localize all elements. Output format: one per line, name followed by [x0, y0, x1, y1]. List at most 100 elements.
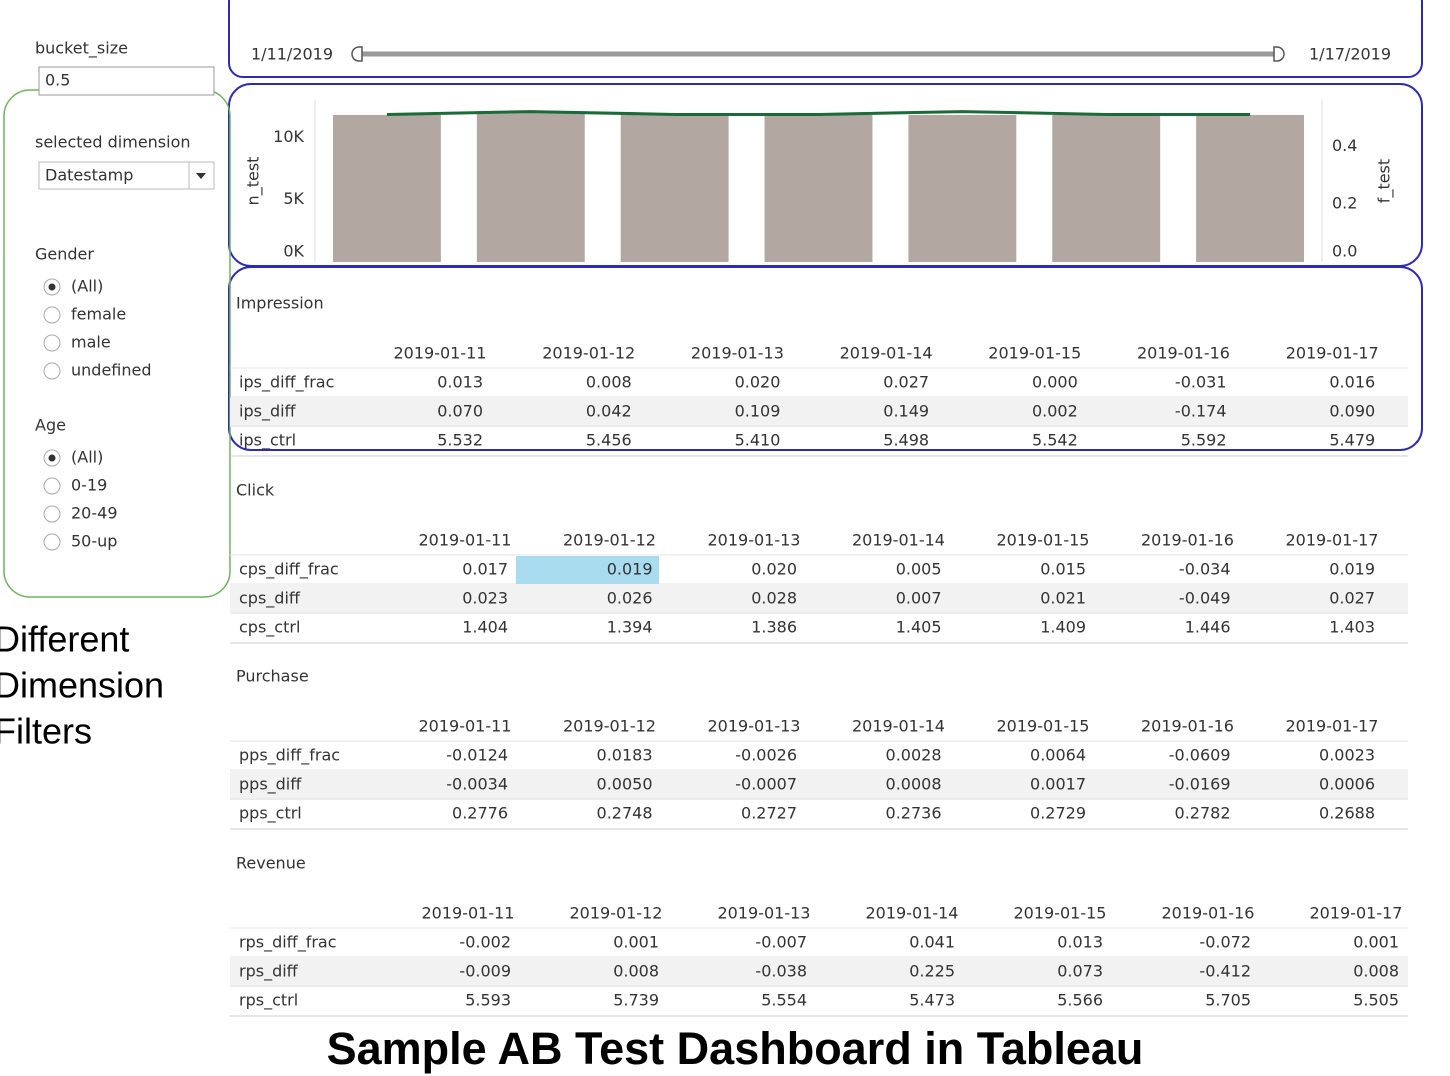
- cell: 5.505: [1353, 991, 1399, 1010]
- radio[interactable]: [43, 477, 61, 495]
- tick-label: 0K: [283, 242, 304, 261]
- filter-option[interactable]: male: [71, 333, 111, 352]
- row-label: pps_ctrl: [239, 804, 302, 824]
- cell: 0.013: [1057, 933, 1103, 952]
- row-band: [230, 398, 1408, 427]
- cell: 0.016: [1329, 373, 1375, 392]
- column-header: 2019-01-14: [852, 717, 945, 736]
- row-label: ips_ctrl: [239, 431, 296, 451]
- column-header: 2019-01-17: [1286, 531, 1379, 550]
- cell: 1.409: [1040, 618, 1086, 637]
- row-label: cps_diff_frac: [239, 560, 339, 580]
- cell: 0.013: [437, 373, 483, 392]
- cell: 5.593: [465, 991, 511, 1010]
- row-band: [230, 958, 1408, 987]
- cell: 5.542: [1032, 431, 1078, 450]
- cell: 0.0023: [1319, 746, 1375, 765]
- row-label: cps_diff: [239, 589, 301, 609]
- cell: -0.009: [459, 962, 511, 981]
- bar: [908, 114, 1017, 262]
- column-header: 2019-01-11: [422, 904, 515, 923]
- cell: 0.149: [883, 402, 929, 421]
- cell: 0.2776: [452, 804, 508, 823]
- slider-handle[interactable]: [1273, 46, 1285, 62]
- cell: -0.0007: [735, 775, 797, 794]
- filter-option[interactable]: 0-19: [71, 476, 107, 495]
- bar: [764, 114, 873, 262]
- cell: 0.019: [607, 560, 653, 579]
- column-header: 2019-01-14: [852, 531, 945, 550]
- cell: 0.008: [586, 373, 632, 392]
- radio[interactable]: [43, 362, 61, 380]
- cell: -0.038: [755, 962, 807, 981]
- column-header: 2019-01-16: [1137, 344, 1230, 363]
- row-label: rps_diff_frac: [239, 933, 337, 953]
- radio[interactable]: [43, 505, 61, 523]
- radio-dot: [48, 283, 56, 291]
- cell: 0.0064: [1030, 746, 1086, 765]
- cell: 5.592: [1181, 431, 1227, 450]
- radio[interactable]: [43, 533, 61, 551]
- row-label: ips_diff: [239, 402, 297, 422]
- cell: -0.0169: [1169, 775, 1231, 794]
- cell: 0.2727: [741, 804, 797, 823]
- selected-cell: [516, 556, 659, 584]
- cell: -0.174: [1175, 402, 1227, 421]
- cell: -0.0609: [1169, 746, 1231, 765]
- filter-option[interactable]: (All): [71, 277, 103, 296]
- filter-option[interactable]: (All): [71, 448, 103, 467]
- cell: 5.705: [1205, 991, 1251, 1010]
- annotation: Different: [0, 619, 129, 660]
- column-header: 2019-01-17: [1286, 717, 1379, 736]
- bucket-input[interactable]: [38, 66, 215, 96]
- cell: 0.109: [735, 402, 781, 421]
- column-header: 2019-01-13: [691, 344, 784, 363]
- cell: -0.002: [459, 933, 511, 952]
- bar: [1052, 114, 1161, 262]
- cell: -0.0026: [735, 746, 797, 765]
- filter-option[interactable]: 20-49: [71, 504, 118, 523]
- row-label: cps_ctrl: [239, 618, 300, 638]
- cell: 1.404: [462, 618, 508, 637]
- cell: 0.019: [1329, 560, 1375, 579]
- cell: -0.412: [1199, 962, 1251, 981]
- table-title: Purchase: [236, 667, 309, 686]
- column-header: 2019-01-12: [563, 531, 656, 550]
- filter-option[interactable]: 50-up: [71, 532, 117, 551]
- cell: 0.007: [896, 589, 942, 608]
- filter-label: Gender: [35, 245, 94, 264]
- tick-label: 0.4: [1332, 136, 1357, 155]
- footer-title: Sample AB Test Dashboard in Tableau: [327, 1023, 1144, 1074]
- cell: 0.041: [909, 933, 955, 952]
- column-header: 2019-01-16: [1141, 717, 1234, 736]
- column-header: 2019-01-14: [866, 904, 959, 923]
- cell: 0.008: [1353, 962, 1399, 981]
- cell: 0.027: [1329, 589, 1375, 608]
- column-header: 2019-01-15: [1014, 904, 1107, 923]
- bar: [1196, 114, 1305, 262]
- cell: 0.2736: [886, 804, 942, 823]
- cell: 0.070: [437, 402, 483, 421]
- filter-option[interactable]: female: [71, 305, 126, 324]
- cell: 1.403: [1329, 618, 1375, 637]
- cell: 0.015: [1040, 560, 1086, 579]
- slider-handle[interactable]: [351, 46, 363, 62]
- y2-axis-label: f_test: [1375, 159, 1395, 203]
- cell: 1.405: [896, 618, 942, 637]
- table-title: Impression: [236, 294, 324, 313]
- cell: 0.021: [1040, 589, 1086, 608]
- cell: 5.532: [437, 431, 483, 450]
- radio[interactable]: [43, 306, 61, 324]
- filter-option[interactable]: undefined: [71, 361, 152, 380]
- cell: 1.446: [1185, 618, 1231, 637]
- cell: 5.410: [735, 431, 781, 450]
- cell: 1.386: [751, 618, 797, 637]
- radio[interactable]: [43, 334, 61, 352]
- cell: 0.027: [883, 373, 929, 392]
- cell: -0.049: [1179, 589, 1231, 608]
- cell: 0.2748: [597, 804, 653, 823]
- bar: [620, 114, 729, 262]
- dimension-dropdown[interactable]: [38, 161, 215, 190]
- cell: 0.008: [613, 962, 659, 981]
- cell: 5.566: [1057, 991, 1103, 1010]
